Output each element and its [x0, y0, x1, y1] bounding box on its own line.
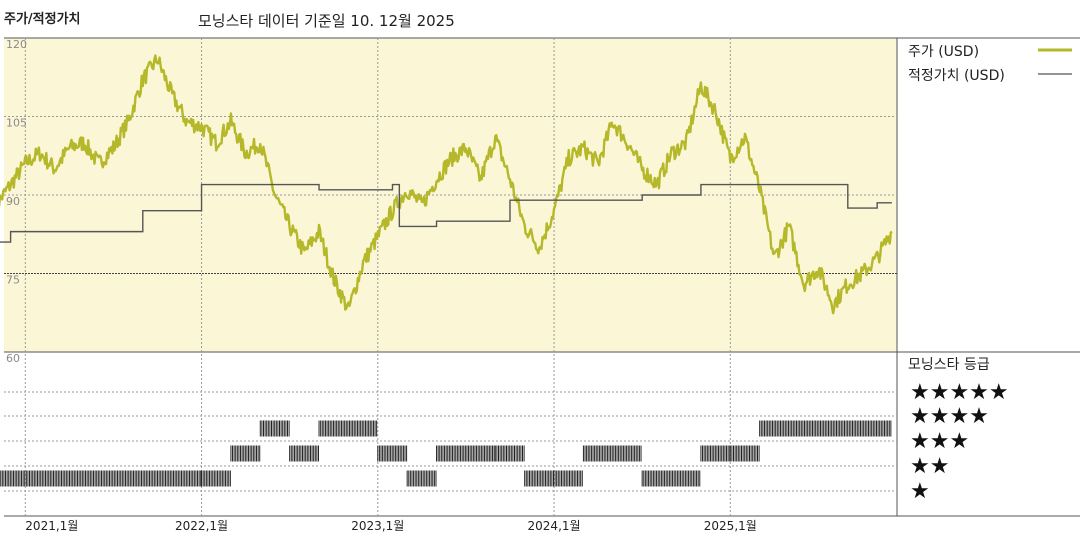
y-tick-label: 120	[6, 38, 27, 51]
rating-stars-4: ★★★★	[910, 404, 989, 429]
legend-fair-label: 적정가치 (USD)	[908, 68, 1005, 84]
rating-bar-segment	[524, 470, 583, 487]
rating-bar-segment	[494, 445, 525, 462]
rating-bar-segment	[729, 445, 760, 462]
legend-price-label: 주가 (USD)	[908, 44, 979, 60]
rating-bar-segment	[259, 420, 290, 437]
x-tick-label: 2025,1월	[704, 519, 757, 533]
x-tick-label: 2024,1월	[528, 519, 581, 533]
chart-left-title: 주가/적정가치	[4, 12, 81, 27]
rating-bar-segment	[641, 470, 701, 487]
x-tick-label: 2023,1월	[351, 519, 404, 533]
price-series-line	[0, 54, 893, 315]
rating-bar-segment	[201, 470, 231, 487]
y-tick-label: 90	[6, 195, 20, 208]
rating-bar-segment	[406, 470, 437, 487]
rating-bar-segment	[700, 445, 731, 462]
rating-bar-segment	[318, 420, 378, 437]
fair-value-series-line	[0, 183, 892, 243]
y-tick-label: 105	[6, 117, 27, 130]
y-tick-label: 75	[6, 274, 20, 287]
rating-bar-segment	[436, 445, 495, 462]
y-tick-label: 60	[6, 352, 20, 365]
rating-bar-segment	[230, 445, 261, 462]
rating-stars-1: ★	[910, 479, 930, 504]
chart-main-title: 모닝스타 데이터 기준일 10. 12월 2025	[198, 12, 455, 30]
rating-bar-segment	[582, 445, 642, 462]
rating-stars-3: ★★★	[910, 429, 969, 454]
rating-bar-segment	[759, 420, 892, 437]
rating-stars-2: ★★	[910, 454, 949, 479]
rating-legend-title: 모닝스타 등급	[908, 357, 990, 373]
rating-stars-5: ★★★★★	[910, 380, 1009, 405]
x-tick-label: 2021,1월	[25, 519, 78, 533]
rating-bar-segment	[377, 445, 408, 462]
rating-bar-segment	[289, 445, 319, 462]
x-tick-label: 2022,1월	[175, 519, 228, 533]
rating-bar-segment	[0, 470, 202, 487]
